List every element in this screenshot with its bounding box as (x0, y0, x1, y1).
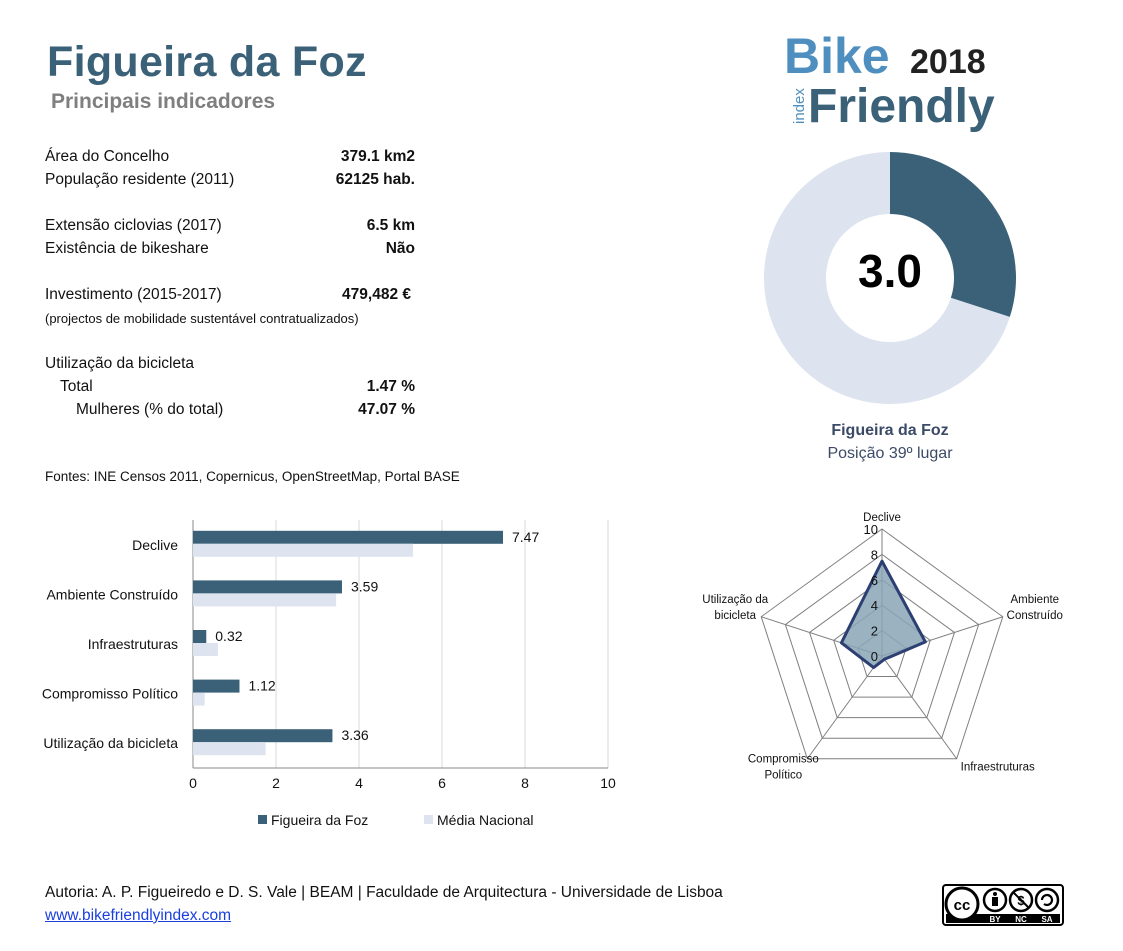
bar-data-label: 3.59 (351, 578, 378, 594)
radar-axis-label: Ambiente Construído (1007, 594, 1063, 622)
bar-category-label: Ambiente Construído (46, 586, 178, 602)
sa-label: SA (1041, 915, 1052, 924)
radar-tick-label: 4 (871, 598, 878, 613)
bike-friendly-logo: Bike 2018 index Friendly (780, 26, 1024, 138)
bar-media-nacional (193, 643, 218, 656)
bar-data-label: 7.47 (512, 529, 539, 545)
sources-note: Fontes: INE Censos 2011, Copernicus, Ope… (45, 469, 460, 484)
sa-icon (1034, 887, 1060, 913)
radar-grid-ring (784, 553, 980, 739)
page-subtitle: Principais indicadores (51, 90, 276, 113)
bar-media-nacional (193, 692, 205, 706)
radar-axis-label: Utilização da bicicleta (702, 594, 768, 622)
bar-figueira (193, 630, 207, 643)
bar-category-label: Compromisso Político (42, 686, 178, 702)
bar-figueira (193, 530, 504, 544)
bar-x-tick-label: 0 (189, 775, 197, 791)
indicator-label-women: Mulheres (% do total) (76, 401, 224, 418)
page-title: Figueira da Foz (47, 38, 367, 86)
bar-x-tick-label: 4 (355, 775, 363, 791)
indicator-label-bike-usage: Utilização da bicicleta (45, 355, 195, 372)
radar-tick-label: 0 (871, 649, 878, 664)
score-value: 3.0 (858, 245, 922, 297)
indicator-label-total: Total (60, 378, 93, 395)
bar-media-nacional (193, 593, 337, 607)
bar-x-tick-label: 2 (272, 775, 280, 791)
logo-index: index (791, 88, 808, 124)
cc-icon-text: cc (954, 897, 971, 914)
indicator-label-area: Área do Concelho (45, 148, 170, 165)
bar-x-tick-label: 8 (521, 775, 529, 791)
bar-media-nacional (193, 742, 266, 756)
indicator-value-investment: 479,482 € (342, 286, 411, 303)
radar-spoke (806, 655, 883, 760)
indicator-value-population: 62125 hab. (335, 171, 415, 188)
indicator-note-investment: (projectos de mobilidade sustentável con… (45, 311, 359, 326)
logo-word-bike: Bike (784, 28, 890, 84)
logo-year: 2018 (910, 43, 986, 81)
radar-tick-label: 6 (871, 573, 878, 588)
cc-icon (944, 886, 980, 922)
radar-axis-label: Compromisso Político (748, 754, 819, 782)
bar-x-tick-label: 10 (600, 775, 616, 791)
indicator-label-bikeshare: Existência de bikeshare (45, 240, 209, 257)
radar-grid-ring (808, 579, 956, 719)
donut-score-segment (890, 152, 1016, 317)
legend-label-media: Média Nacional (437, 812, 534, 828)
indicator-value-total: 1.47 % (366, 378, 415, 395)
radar-axis-label: Infraestruturas (961, 762, 1035, 774)
bar-data-label: 1.12 (248, 678, 275, 694)
indicator-bar-chart: 0 2 4 6 8 10 Declive 7.47 Ambiente Construído 3.5… (42, 520, 616, 828)
score-city: Figueira da Foz (831, 422, 949, 439)
indicator-label-investment: Investimento (2015-2017) (45, 286, 222, 303)
indicator-value-women: 47.07 % (358, 401, 415, 418)
bar-category-label: Utilização da bicicleta (43, 735, 178, 751)
radar-axis-label: Declive (863, 512, 901, 524)
legend-swatch-figueira (258, 815, 267, 824)
indicator-label-cycle-lanes: Extensão ciclovias (2017) (45, 217, 222, 234)
bar-media-nacional (193, 543, 413, 557)
donut-track (764, 152, 1010, 404)
score-position: Posição 39º lugar (827, 445, 953, 462)
cc-license-badge: cc $ BY NC SA (942, 884, 1064, 926)
indicator-value-area: 379.1 km2 (340, 148, 415, 165)
radar-tick-label: 10 (864, 522, 878, 537)
score-donut (764, 152, 1016, 404)
bar-figueira (193, 729, 333, 743)
footer-authors: Autoria: A. P. Figueiredo e D. S. Vale |… (45, 884, 723, 901)
radar-spoke (881, 655, 958, 760)
footer-website-link[interactable]: www.bikefriendlyindex.com (45, 907, 232, 924)
radar-tick-label: 2 (871, 624, 878, 639)
bar-figueira (193, 580, 342, 594)
radar-grid-ring (760, 528, 1004, 760)
indicator-value-bikeshare: Não (385, 240, 415, 257)
bar-data-label: 3.36 (341, 727, 368, 743)
bar-x-tick-label: 6 (438, 775, 446, 791)
indicator-label-population: População residente (2011) (45, 171, 235, 188)
legend-label-figueira: Figueira da Foz (271, 812, 368, 828)
bar-category-label: Infraestruturas (88, 636, 178, 652)
nc-label: NC (1015, 915, 1027, 924)
radar-tick-label: 8 (871, 547, 878, 562)
logo-word-friendly: Friendly (808, 80, 995, 133)
bar-figueira (193, 679, 240, 693)
bar-category-label: Declive (132, 537, 178, 553)
legend-swatch-media (424, 815, 433, 824)
indicator-value-cycle-lanes: 6.5 km (366, 217, 415, 234)
radar-data-polygon (839, 559, 927, 670)
bar-data-label: 0.32 (215, 628, 242, 644)
by-label: BY (989, 915, 1001, 924)
